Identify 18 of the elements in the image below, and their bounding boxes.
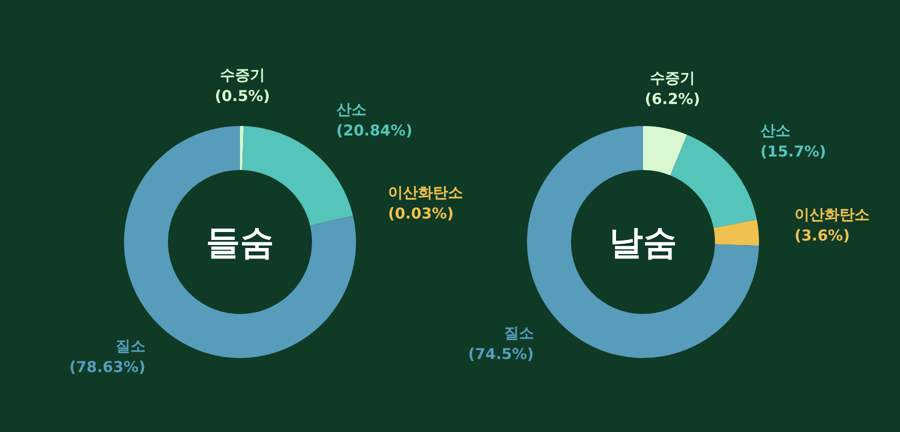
data-label: (3.6%) xyxy=(794,226,850,245)
slice-label: 산소 xyxy=(760,121,790,140)
slice-label: 수증기 xyxy=(650,68,695,87)
slice-label: 질소 xyxy=(504,324,534,342)
slice-label: 이산화탄소 xyxy=(388,183,464,202)
slice-label: 이산화탄소 xyxy=(794,206,870,224)
data-label: (0.03%) xyxy=(388,204,454,222)
data-label: (78.63%) xyxy=(69,358,146,376)
text: 들숨 xyxy=(206,223,274,263)
data-label: (0.5%) xyxy=(214,87,270,106)
data-label: (15.7%) xyxy=(760,142,826,160)
data-label: (20.84%) xyxy=(336,121,412,140)
slice-label: 산소 xyxy=(336,100,366,118)
text: 날숨 xyxy=(609,223,677,263)
slice-label: 수증기 xyxy=(220,66,265,84)
slice-label: 질소 xyxy=(115,337,146,356)
data-label: (6.2%) xyxy=(644,90,700,108)
data-label: (74.5%) xyxy=(468,344,534,363)
